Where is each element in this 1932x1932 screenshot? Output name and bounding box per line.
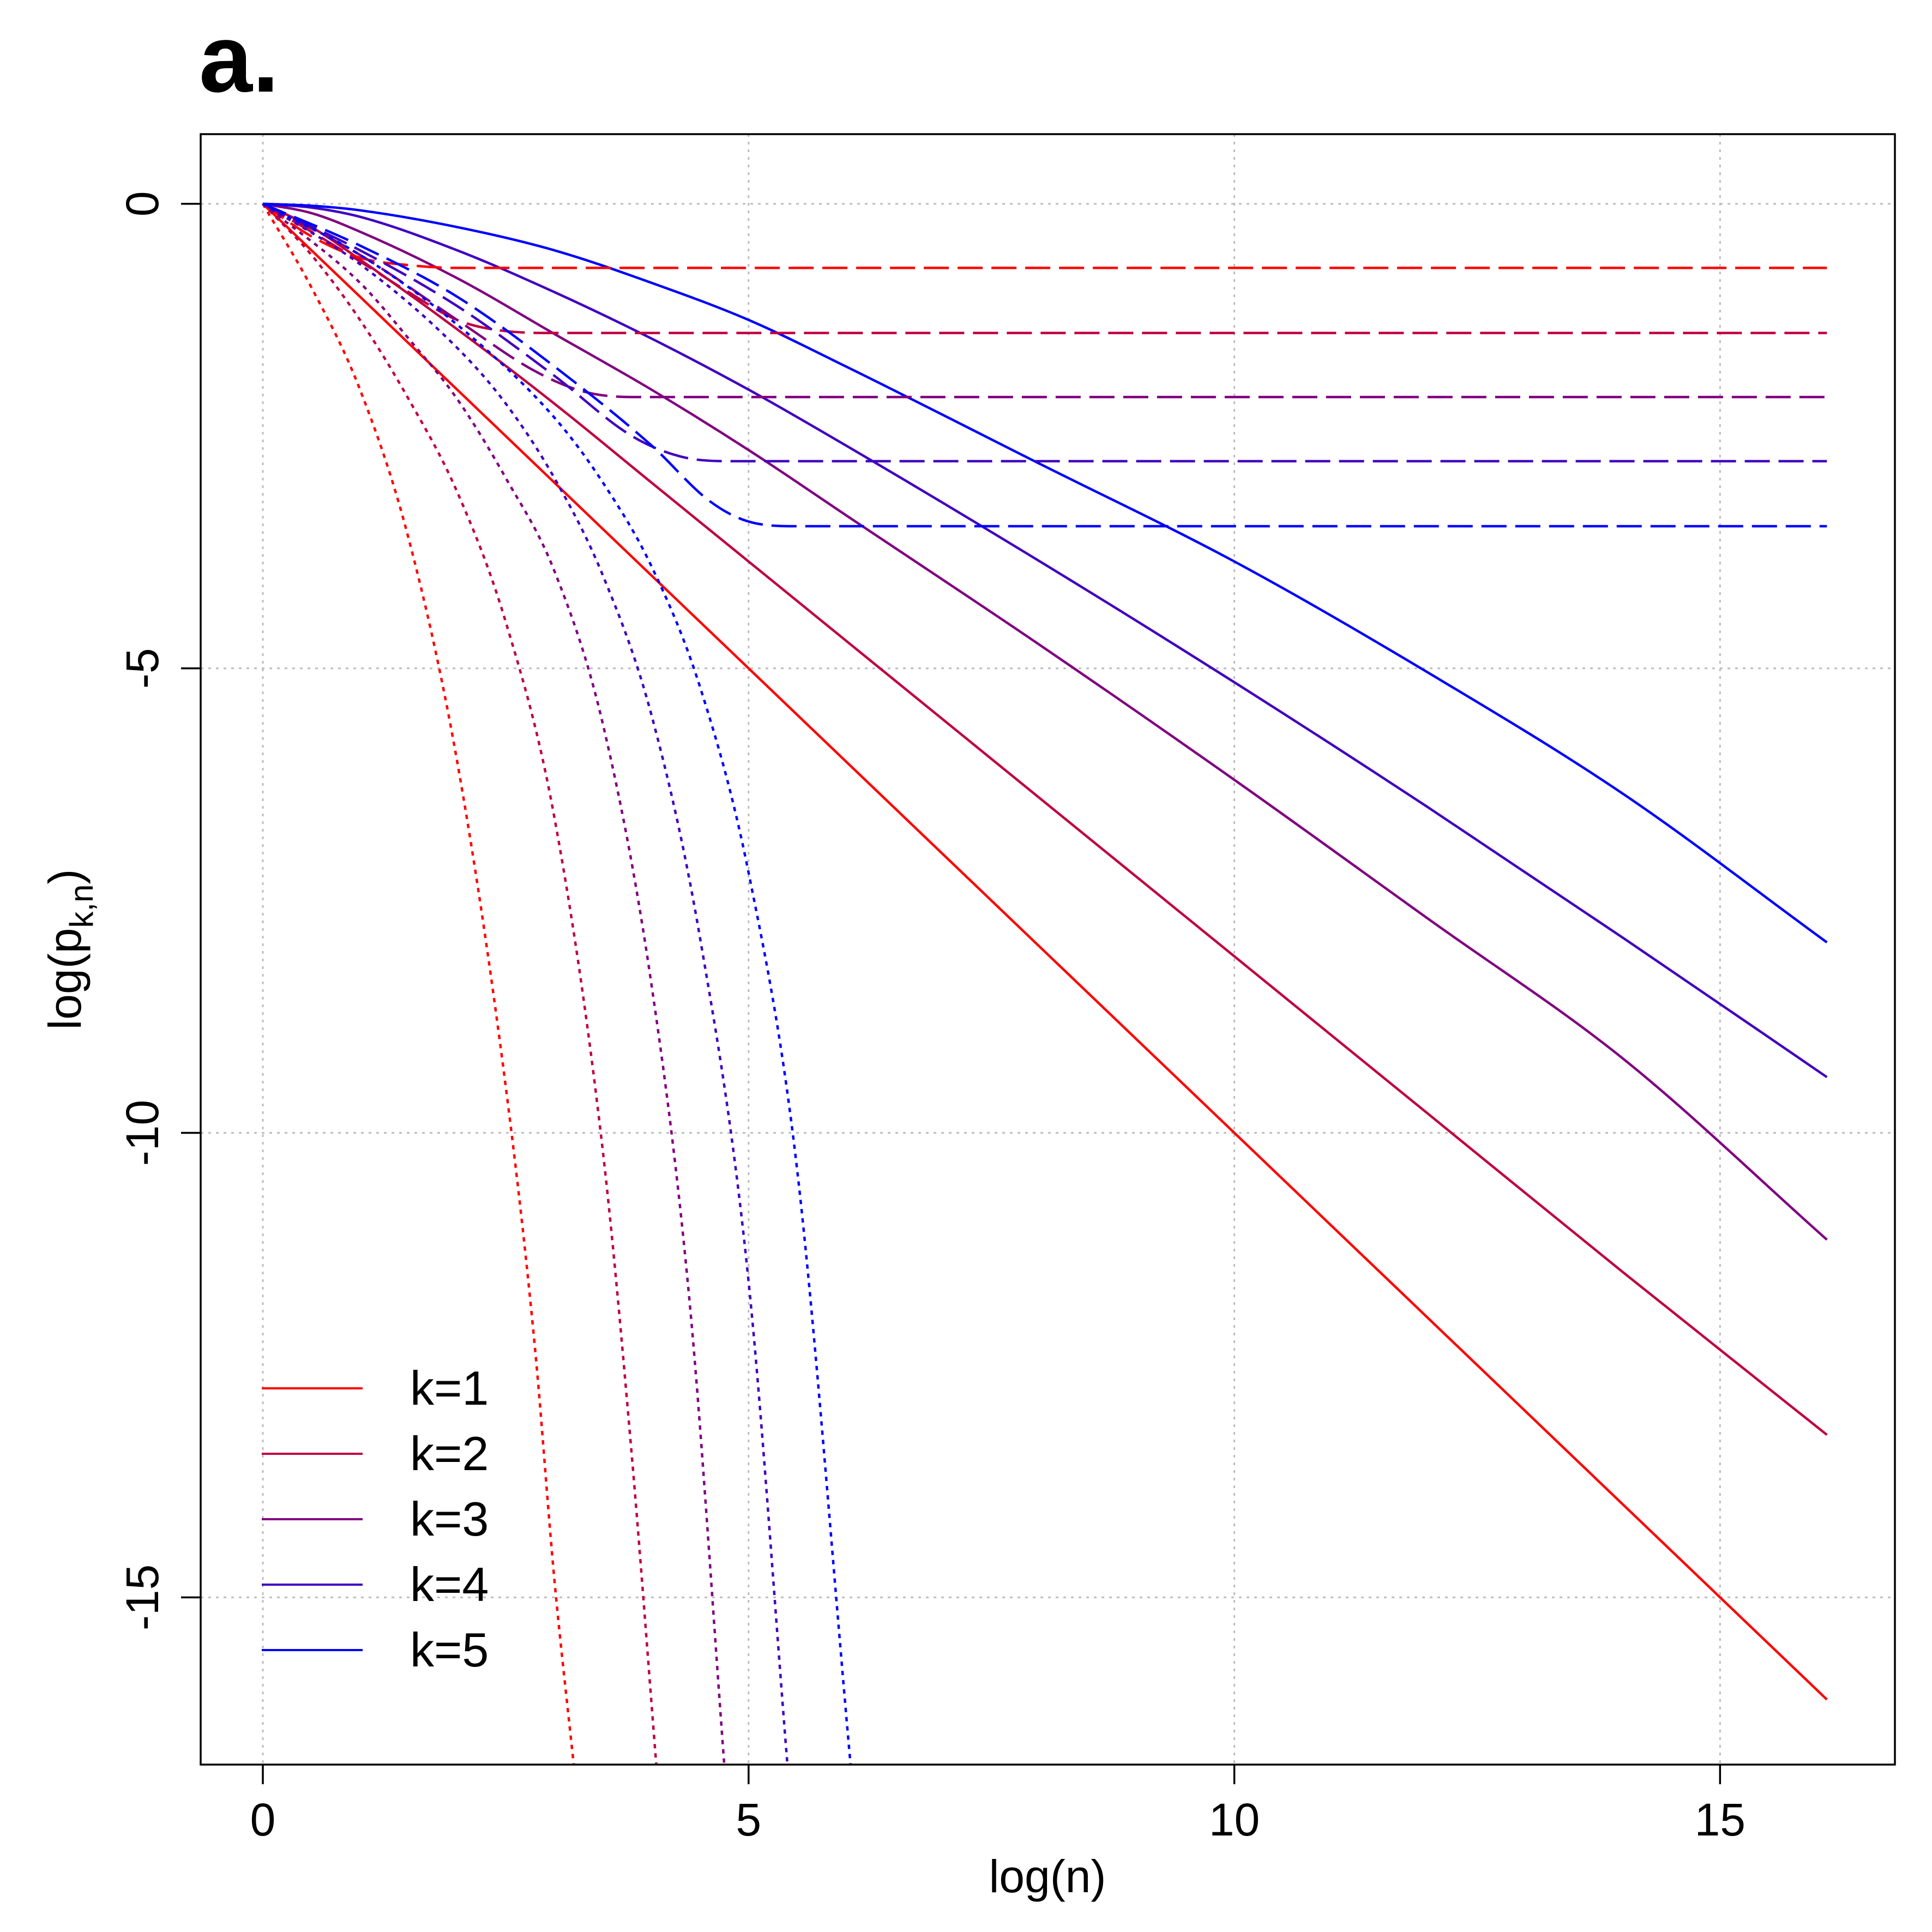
series-line-dotted-k1 xyxy=(262,203,575,1765)
legend-label-k3: k=3 xyxy=(410,1492,489,1546)
x-tick-label-3: 15 xyxy=(1695,1794,1746,1845)
series-line-dotted-k3 xyxy=(262,203,726,1765)
x-tick-label-0: 0 xyxy=(250,1794,276,1845)
legend-label-k1: k=1 xyxy=(410,1361,489,1415)
legend: k=1 k=2 k=3 k=4 k=5 xyxy=(262,1361,489,1677)
y-tick-label-2: -10 xyxy=(117,1100,168,1166)
y-axis-title-close: ) xyxy=(39,869,91,884)
y-axis-title: log(pk,n) xyxy=(39,869,100,1030)
series-line-solid-k4 xyxy=(262,202,1828,1079)
panel-label: a. xyxy=(199,5,279,112)
series-line-dashed-k5 xyxy=(262,202,1827,528)
y-axis: 0 -5 -10 -15 xyxy=(117,191,201,1630)
y-tick-label-1: -5 xyxy=(117,648,168,689)
y-axis-title-main: log(p xyxy=(39,928,91,1030)
x-axis: 0 5 10 15 xyxy=(250,1765,1746,1845)
series-line-dashed-k3 xyxy=(262,202,1827,399)
legend-label-k2: k=2 xyxy=(410,1427,489,1480)
series-line-solid-k2 xyxy=(262,202,1828,1436)
series-line-solid-k3 xyxy=(262,202,1828,1241)
series-line-dotted-k2 xyxy=(262,203,658,1765)
x-tick-label-1: 5 xyxy=(736,1794,761,1845)
legend-label-k5: k=5 xyxy=(410,1623,489,1677)
x-axis-title: log(n) xyxy=(989,1851,1106,1902)
series-line-dotted-k5 xyxy=(262,202,852,1765)
y-tick-label-0: 0 xyxy=(117,191,168,216)
series-line-solid-k1 xyxy=(262,203,1828,1701)
y-tick-label-3: -15 xyxy=(117,1564,168,1630)
series-line-solid-k5 xyxy=(262,202,1828,944)
plot-area xyxy=(262,202,1828,1765)
series-line-dashed-k4 xyxy=(262,202,1827,462)
series-line-dotted-k4 xyxy=(262,202,789,1765)
plot-frame xyxy=(200,133,1896,1766)
y-axis-title-subscript: k,n xyxy=(63,884,100,928)
legend-label-k4: k=4 xyxy=(410,1557,489,1611)
x-tick-label-2: 10 xyxy=(1209,1794,1260,1845)
